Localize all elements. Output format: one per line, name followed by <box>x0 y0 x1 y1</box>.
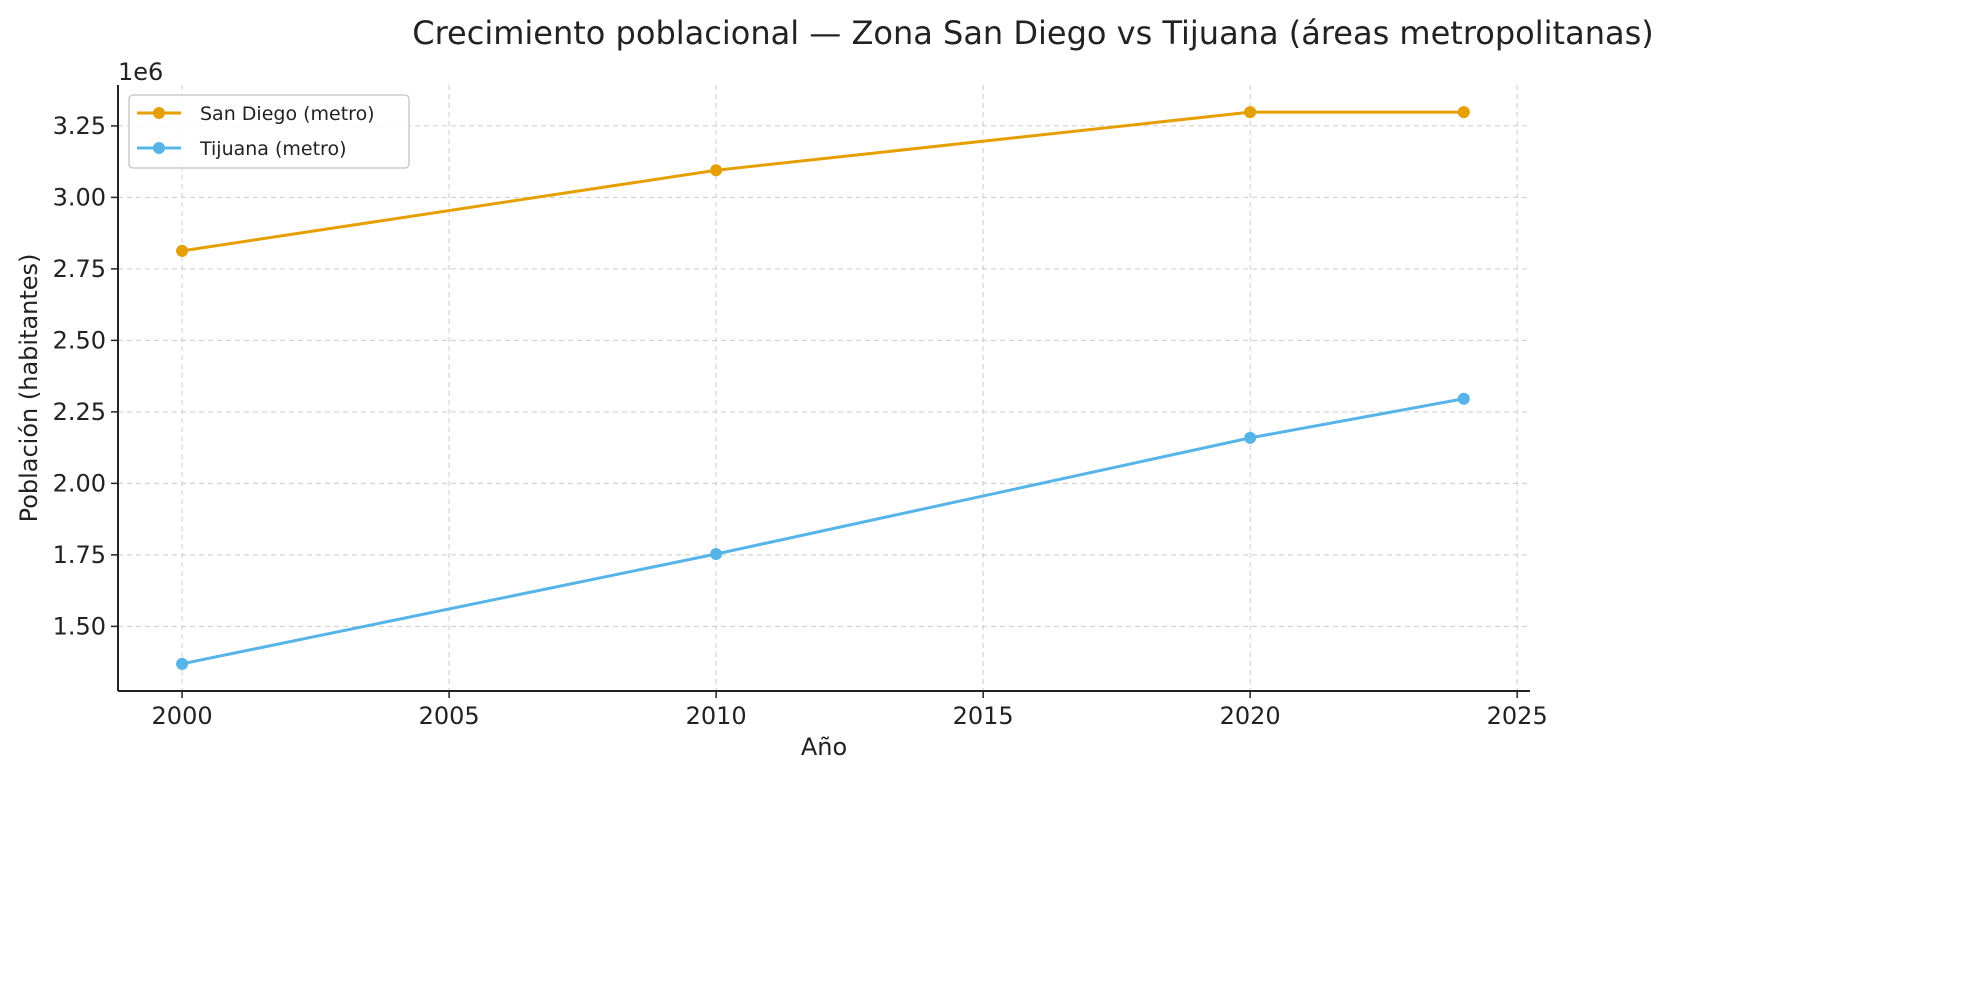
axes: 2000 2005 2010 2015 2020 2025 1.50 1.75 2.00 2.25… <box>53 85 1548 730</box>
data-point <box>710 164 723 177</box>
series-line <box>181 397 1465 666</box>
legend-box <box>128 94 410 169</box>
data-point <box>1244 106 1257 119</box>
y-offset-label: 1e6 <box>118 58 163 86</box>
x-tick-label: 2025 <box>1487 702 1548 730</box>
y-tick-label: 2.75 <box>53 255 106 283</box>
data-point <box>176 244 189 257</box>
data-point <box>710 548 723 561</box>
grid <box>118 85 1530 691</box>
legend-marker <box>153 107 165 119</box>
y-tick-label: 2.25 <box>53 398 106 426</box>
y-axis-label: Población (habitantes) <box>15 254 43 523</box>
y-tick-label: 1.75 <box>53 541 106 569</box>
legend-label: Tijuana (metro) <box>199 138 346 160</box>
x-tick-label: 2020 <box>1220 702 1281 730</box>
legend-marker <box>153 142 165 154</box>
x-tick-label: 2000 <box>152 702 213 730</box>
data-point <box>176 657 189 670</box>
legend-label: San Diego (metro) <box>200 103 375 125</box>
chart-title: Crecimiento poblacional — Zona San Diego… <box>412 14 1653 52</box>
series-line <box>181 110 1464 253</box>
series-group <box>176 106 1470 670</box>
y-tick-label: 1.50 <box>53 612 106 640</box>
y-tick-label: 3.25 <box>53 112 106 140</box>
x-tick-label: 2015 <box>953 702 1014 730</box>
y-tick-label: 2.00 <box>53 469 106 497</box>
x-axis-label: Año <box>801 733 847 761</box>
y-tick-label: 2.50 <box>53 326 106 354</box>
y-tick-label: 3.00 <box>53 183 106 211</box>
data-point <box>1457 106 1470 119</box>
legend: San Diego (metro) Tijuana (metro) <box>128 94 410 169</box>
data-point <box>1457 392 1470 405</box>
data-point <box>1244 431 1257 444</box>
x-tick-label: 2010 <box>686 702 747 730</box>
x-tick-label: 2005 <box>419 702 480 730</box>
